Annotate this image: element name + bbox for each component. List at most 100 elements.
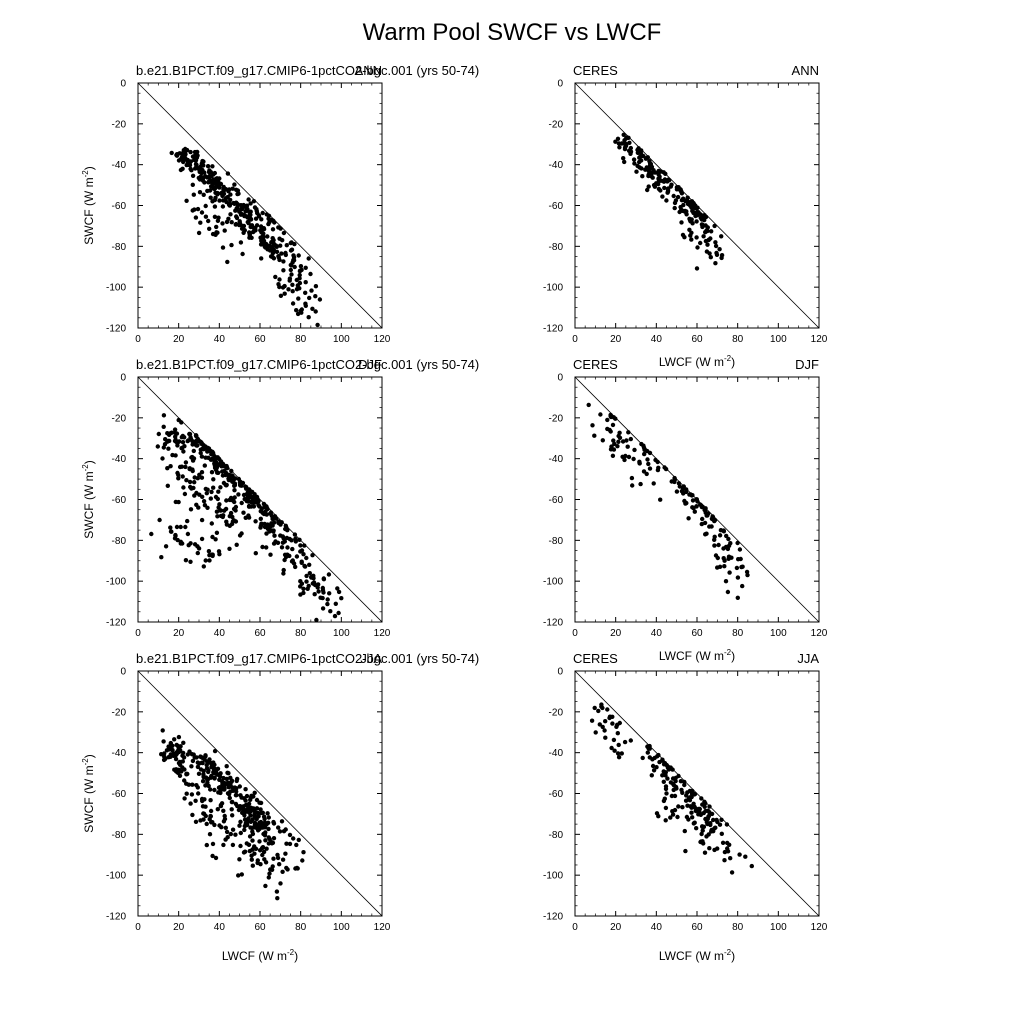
x-tick-label: 100 [770, 922, 787, 933]
data-point [213, 855, 219, 861]
data-point [290, 546, 295, 552]
y-tick-label: -60 [549, 789, 564, 800]
data-point [208, 195, 213, 200]
data-point [192, 207, 197, 212]
data-point [209, 521, 214, 526]
x-tick-label: 0 [135, 334, 141, 345]
y-tick-label: -40 [549, 748, 564, 759]
data-point [221, 808, 226, 813]
data-point [605, 417, 610, 423]
data-point [280, 238, 285, 243]
data-point [210, 853, 215, 859]
data-point [720, 840, 726, 845]
data-point [281, 268, 286, 273]
data-point [213, 537, 218, 542]
x-axis-title: LWCF (W m-2) [659, 354, 735, 369]
data-point [247, 231, 252, 237]
data-point [232, 481, 238, 486]
data-point [281, 536, 286, 541]
data-point [656, 814, 661, 819]
data-point [227, 795, 232, 801]
data-point [645, 448, 650, 454]
x-tick-label: 60 [691, 334, 703, 345]
data-point [744, 569, 750, 575]
panel-2: 0 20 40 60 80 100 120 0 -20 -40 -60 -80 -100 -120 CERE… [543, 63, 828, 345]
data-point [208, 808, 214, 814]
data-point [165, 483, 170, 488]
data-point [253, 500, 258, 505]
data-point [270, 864, 275, 869]
data-point [318, 595, 323, 600]
data-point [691, 801, 696, 806]
data-point [228, 510, 234, 516]
data-point [201, 163, 206, 168]
data-point [201, 447, 206, 452]
data-point [176, 476, 181, 481]
data-point [195, 438, 201, 444]
panel-3: 0 20 40 60 80 100 120 0 -20 -40 -60 -80 -100 -120 b.e2… [81, 357, 479, 639]
data-point [210, 164, 215, 169]
x-tick-label: 40 [651, 334, 663, 345]
data-point [704, 249, 710, 254]
data-point [705, 225, 710, 230]
data-point [184, 478, 189, 483]
data-point [181, 740, 186, 745]
data-point [296, 837, 301, 843]
data-point [676, 773, 681, 779]
data-point [628, 436, 633, 442]
data-point [694, 266, 700, 271]
data-point [214, 176, 220, 181]
data-point [235, 803, 240, 809]
x-tick-label: 80 [732, 628, 744, 639]
data-point [258, 523, 264, 528]
data-point [743, 854, 748, 859]
data-point [188, 507, 194, 512]
data-point [201, 768, 206, 773]
data-point [609, 444, 614, 449]
data-point [705, 242, 710, 247]
data-point [689, 789, 694, 794]
data-point [302, 564, 308, 569]
data-point [220, 245, 226, 250]
data-point [224, 219, 230, 225]
data-point [301, 552, 306, 557]
panel-left-label: CERES [573, 63, 618, 78]
data-point [609, 745, 614, 751]
data-point [722, 849, 728, 855]
data-point [207, 558, 212, 563]
data-point [332, 613, 338, 619]
data-point [236, 807, 242, 813]
data-point [186, 438, 191, 443]
data-point [684, 814, 690, 820]
data-point [222, 228, 227, 233]
data-point [244, 203, 250, 208]
data-point [296, 253, 301, 258]
data-point [254, 207, 259, 212]
data-point [207, 226, 212, 231]
y-tick-label: -20 [112, 119, 127, 130]
data-point [215, 807, 220, 812]
data-point [619, 141, 624, 146]
data-point [721, 529, 727, 534]
data-point [682, 782, 687, 788]
x-tick-label: 100 [770, 334, 787, 345]
x-tick-label: 20 [610, 922, 622, 933]
data-point [335, 586, 340, 591]
data-point [173, 756, 179, 762]
panel-right-label: JJA [797, 651, 819, 666]
data-point [253, 228, 258, 233]
data-point [725, 846, 730, 851]
data-point [226, 476, 231, 481]
data-point [221, 184, 226, 190]
y-tick-label: -120 [106, 324, 126, 335]
panel-left-label: b.e21.B1PCT.f09_g17.CMIP6-1pctCO2-bgc.00… [136, 63, 479, 78]
data-point [702, 520, 708, 526]
data-point [161, 413, 167, 418]
data-point [200, 779, 206, 784]
data-point [296, 296, 301, 301]
data-point [304, 573, 309, 579]
data-point [294, 865, 300, 871]
data-point [249, 857, 254, 862]
data-point [222, 786, 227, 791]
data-point [737, 547, 743, 552]
